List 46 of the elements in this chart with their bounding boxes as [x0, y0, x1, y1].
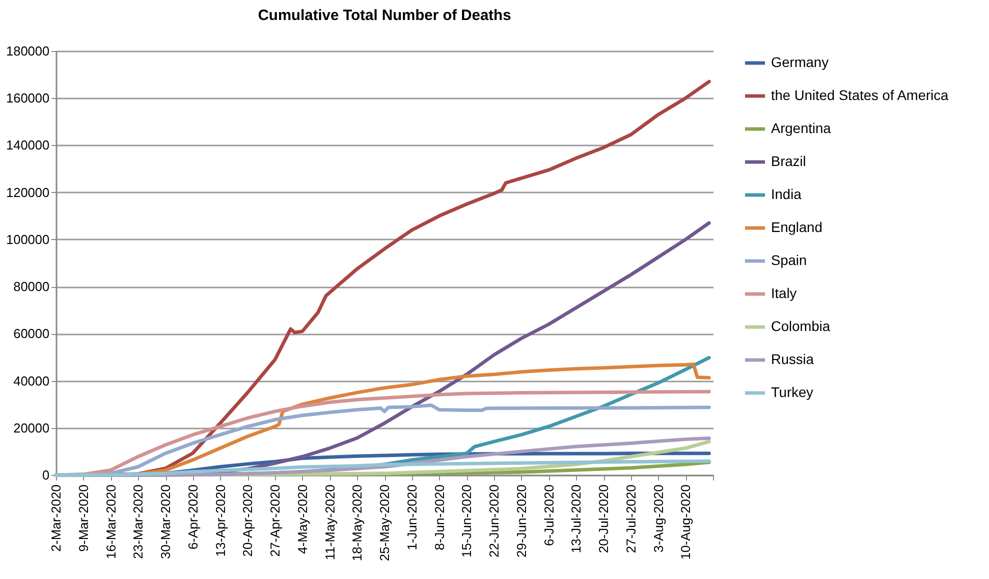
y-tick-label: 100000: [6, 232, 50, 247]
legend-label: the United States of America: [771, 87, 949, 103]
x-tick-label: 15-Jun-2020: [459, 484, 474, 558]
x-tick-label: 18-May-2020: [350, 484, 365, 562]
x-tick-label: 11-May-2020: [322, 484, 338, 560]
x-tick-label: 13-Jul-2020: [568, 484, 584, 554]
legend-label: Brazil: [771, 153, 806, 169]
x-tick-label: 20-Apr-2020: [240, 484, 256, 557]
legend-label: Argentina: [771, 120, 832, 136]
x-tick-label: 8-Jun-2020: [432, 484, 447, 550]
legend-label: Colombia: [771, 318, 830, 334]
legend-label: Italy: [771, 285, 797, 301]
x-tick-label: 6-Jul-2020: [541, 484, 556, 546]
legend-label: Russia: [771, 351, 814, 367]
x-tick-label: 1-Jun-2020: [404, 484, 420, 550]
x-tick-label: 30-Mar-2020: [158, 484, 173, 559]
y-tick-label: 60000: [13, 326, 50, 342]
x-tick-label: 9-Mar-2020: [76, 484, 91, 552]
x-tick-label: 13-Apr-2020: [212, 484, 228, 557]
x-tick-label: 22-Jun-2020: [486, 484, 502, 558]
x-tick-label: 23-Mar-2020: [130, 484, 146, 559]
x-tick-label: 25-May-2020: [377, 484, 392, 562]
y-tick-label: 160000: [6, 90, 50, 106]
y-tick-label: 180000: [6, 44, 50, 58]
y-tick-label: 0: [42, 468, 50, 482]
legend-label: Spain: [771, 252, 807, 268]
legend-label: England: [771, 219, 822, 235]
chart-title: Cumulative Total Number of Deaths: [258, 7, 512, 24]
y-tick-label: 20000: [13, 420, 50, 436]
x-tick-label: 27-Jul-2020: [623, 484, 638, 554]
x-tick-label: 16-Mar-2020: [103, 484, 118, 559]
x-tick-label: 6-Apr-2020: [185, 484, 200, 550]
x-tick-label: 2-Mar-2020: [48, 484, 64, 552]
y-tick-label: 40000: [13, 373, 50, 388]
y-tick-label: 80000: [13, 279, 50, 294]
x-tick-label: 3-Aug-2020: [650, 484, 666, 552]
x-tick-label: 20-Jul-2020: [596, 484, 611, 554]
x-tick-label: 27-Apr-2020: [268, 484, 282, 557]
x-tick-label: 10-Aug-2020: [678, 484, 694, 560]
legend-label: India: [771, 186, 802, 202]
x-tick-label: 4-May-2020: [294, 484, 310, 554]
x-tick-label: 29-Jun-2020: [514, 484, 529, 558]
y-tick-label: 140000: [6, 138, 50, 153]
legend-label: Turkey: [771, 384, 814, 400]
y-tick-label: 120000: [6, 184, 50, 200]
legend-label: Germany: [771, 54, 829, 70]
